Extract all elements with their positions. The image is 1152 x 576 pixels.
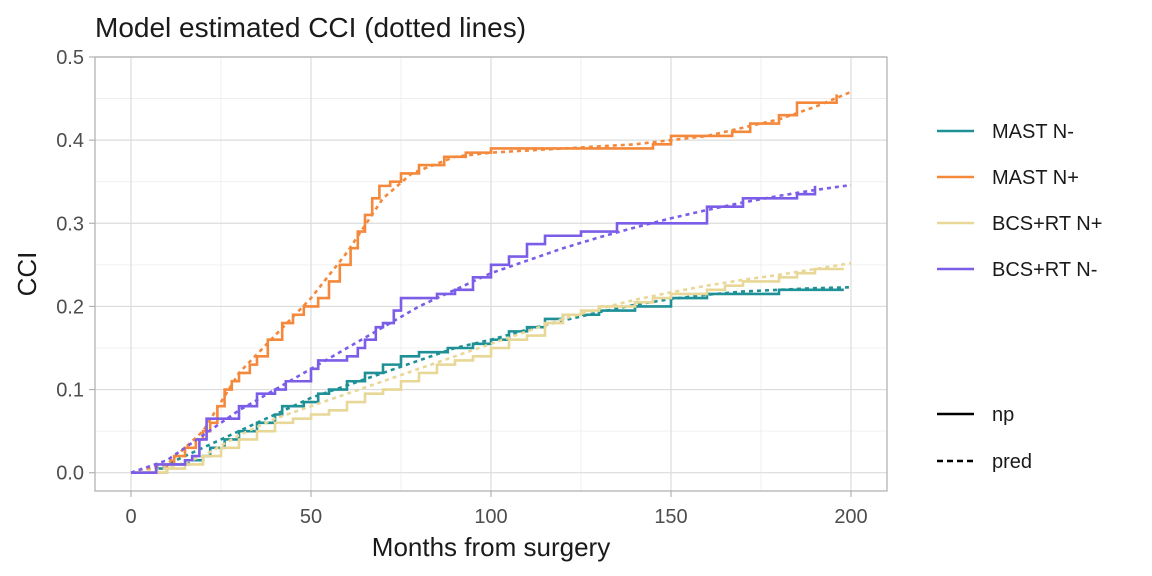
y-tick-label: 0.5 (56, 47, 84, 69)
x-tick-label: 200 (834, 506, 867, 528)
legend-linetype: np pred (937, 404, 1032, 473)
ticks-layer: 0 50 100 150 200 0.0 0.1 0.2 0.3 0.4 0.5 (56, 47, 868, 528)
x-tick-label: 0 (125, 506, 136, 528)
np-curve-bcs-rt-n (131, 267, 844, 475)
legend-label-bcs-rt-n: BCS+RT N- (992, 259, 1097, 281)
legend-label-mast-n: MAST N+ (992, 167, 1079, 189)
y-tick-label: 0.1 (56, 380, 84, 402)
y-tick-label: 0.0 (56, 463, 84, 485)
legend-label-np: np (992, 404, 1014, 426)
legend-label-pred: pred (992, 451, 1032, 473)
legend-series: MAST N- MAST N+ BCS+RT N+ BCS+RT N- (937, 121, 1102, 281)
x-axis-title: Months from surgery (372, 532, 610, 562)
x-tick-label: 100 (474, 506, 507, 528)
pred-curve-mast-n (130, 90, 852, 474)
y-tick-label: 0.3 (56, 213, 84, 235)
y-tick-label: 0.4 (56, 130, 84, 152)
pred-curve-mast-n (130, 286, 852, 474)
pred-curve-bcs-rt-n (130, 261, 852, 475)
np-curve-bcs-rt-n (131, 185, 817, 475)
x-tick-label: 50 (300, 506, 322, 528)
pred-curve-bcs-rt-n (130, 183, 852, 474)
y-axis-title: CCI (12, 252, 42, 297)
grid-major (95, 56, 887, 491)
legend-label-mast-n: MAST N- (992, 121, 1074, 143)
chart-title: Model estimated CCI (dotted lines) (95, 12, 526, 43)
series-layer (130, 90, 852, 475)
x-tick-label: 150 (654, 506, 687, 528)
np-curve-mast-n (131, 94, 838, 475)
y-tick-label: 0.2 (56, 296, 84, 318)
legend-label-bcs-rt-n: BCS+RT N+ (992, 213, 1102, 235)
